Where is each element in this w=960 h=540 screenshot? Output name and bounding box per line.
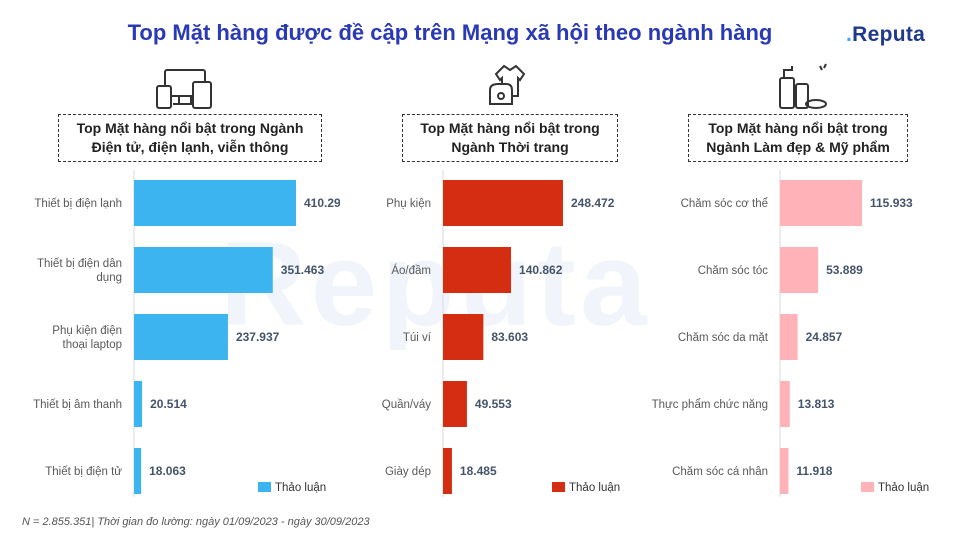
legend-swatch [258, 482, 271, 492]
page-title: Top Mặt hàng được đề cập trên Mạng xã hộ… [127, 20, 773, 45]
bar-value-label: 49.553 [475, 397, 512, 411]
bar [134, 314, 228, 360]
category-label: Chăm sóc cá nhân [672, 466, 768, 478]
bar [780, 247, 819, 293]
category-label: thoại laptop [63, 339, 122, 351]
category-label: Thực phẩm chức năng [652, 399, 768, 411]
bar-value-label: 115.933 [870, 196, 913, 210]
panel-heading: Top Mặt hàng nổi bật trong Ngành Điện tử… [58, 114, 322, 162]
bar-value-label: 13.813 [798, 397, 835, 411]
panel-fashion: Top Mặt hàng nổi bật trong Ngành Thời tr… [330, 60, 630, 500]
category-label: Thiết bị điện dân [37, 258, 122, 270]
legend-swatch [552, 482, 565, 492]
panel-cosmetics: Top Mặt hàng nổi bật trong Ngành Làm đẹp… [640, 60, 940, 500]
bar-value-label: 53.889 [826, 263, 863, 277]
bar [443, 314, 484, 360]
bar [443, 448, 452, 494]
category-label: Giày dép [385, 466, 431, 478]
bar [780, 314, 798, 360]
bar [780, 448, 789, 494]
bar-value-label: 18.485 [460, 464, 497, 478]
bar [134, 247, 273, 293]
panel-electronics: Top Mặt hàng nổi bật trong Ngành Điện tử… [0, 60, 340, 500]
legend-label: Thảo luận [569, 482, 620, 494]
category-label: Chăm sóc cơ thể [681, 198, 768, 210]
category-label: Chăm sóc da mặt [678, 332, 769, 344]
bar [134, 180, 296, 226]
bar [443, 381, 467, 427]
category-label: Thiết bị âm thanh [33, 399, 122, 411]
chart-fashion: 248.472 Phụ kiện 140.862 Áo/đầm 83.603 Túi ví… [382, 170, 620, 497]
bar-value-label: 24.857 [806, 330, 843, 344]
bar-value-label: 410.297 [304, 196, 340, 210]
category-label: Túi ví [403, 332, 432, 344]
chart-cosmetics: 115.933 Chăm sóc cơ thể 53.889 Chăm sóc tóc… [652, 170, 929, 497]
bar-value-label: 18.063 [149, 464, 186, 478]
watermark: Reputa [220, 217, 651, 351]
bar-value-label: 140.862 [519, 263, 563, 277]
panel-heading: Top Mặt hàng nổi bật trong Ngành Làm đẹp… [688, 114, 908, 162]
devices-icon [155, 60, 215, 112]
bar [780, 180, 862, 226]
bar-value-label: 11.918 [796, 464, 832, 478]
category-label: Quần/váy [382, 399, 431, 411]
bar-value-label: 83.603 [491, 330, 528, 344]
reputa-logo: .Reputa [846, 23, 926, 46]
legend-label: Thảo luận [878, 482, 929, 494]
legend-swatch [861, 482, 874, 492]
bar [443, 180, 563, 226]
bar [134, 381, 143, 427]
category-label: Chăm sóc tóc [698, 265, 769, 277]
legend-label: Thảo luận [275, 482, 326, 494]
bar [780, 381, 790, 427]
panel-heading: Top Mặt hàng nổi bật trong Ngành Thời tr… [402, 114, 618, 162]
bar-value-label: 248.472 [571, 196, 615, 210]
footnote: N = 2.855.351| Thời gian đo lường: ngày … [22, 516, 370, 528]
category-label: Phụ kiện [386, 198, 431, 210]
category-label: Thiết bị điện lạnh [34, 198, 122, 210]
category-label: Áo/đầm [391, 264, 431, 277]
bar-value-label: 20.514 [150, 397, 187, 411]
chart-electronics: 410.297 Thiết bị điện lạnh 351.463 Thiết bị… [33, 170, 340, 497]
category-label: dụng [96, 272, 122, 284]
category-label: Thiết bị điện tử [45, 466, 122, 478]
cosmetics-icon [772, 60, 832, 112]
bar-value-label: 351.463 [281, 263, 325, 277]
bar [443, 247, 512, 293]
bar-value-label: 237.937 [236, 330, 280, 344]
bar [134, 448, 142, 494]
category-label: Phụ kiện điện [52, 325, 122, 337]
fashion-icon [480, 60, 540, 112]
